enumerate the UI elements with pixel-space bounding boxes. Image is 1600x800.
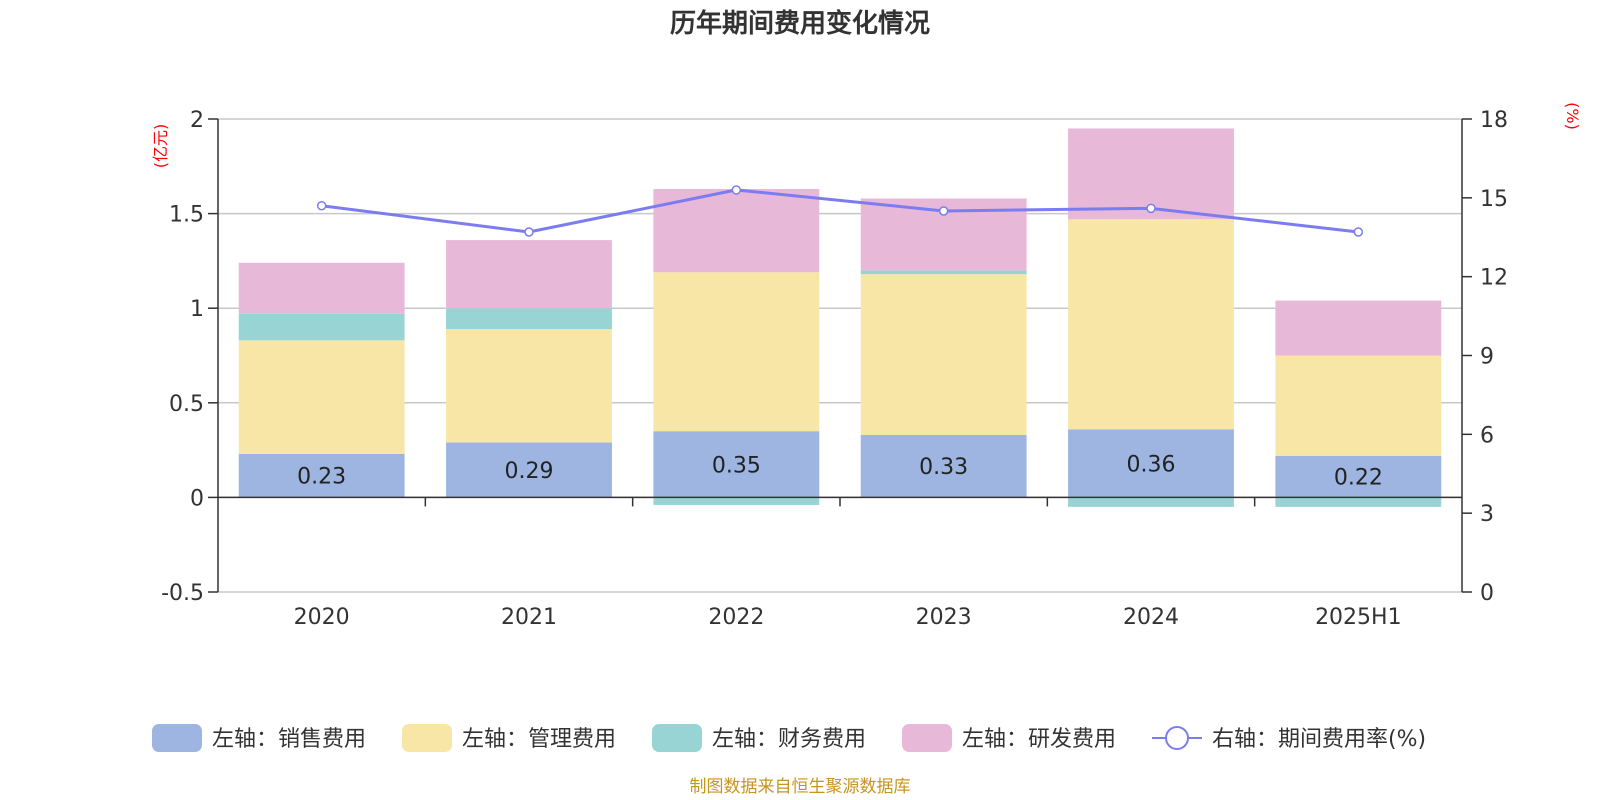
right-tick-label: 15 (1480, 187, 1508, 212)
bar-segment (653, 189, 820, 273)
legend-marker-swatch (1165, 726, 1189, 750)
category-label: 2025H1 (1315, 605, 1402, 630)
bar-segment (238, 453, 405, 498)
rate-point (524, 227, 534, 237)
right-tick-label: 12 (1480, 266, 1508, 291)
rate-point (731, 185, 742, 195)
legend-swatch (402, 724, 452, 752)
rate-point (1353, 227, 1364, 237)
left-tick-label: 0.5 (169, 392, 204, 417)
left-tick-label: 0 (190, 486, 204, 511)
bar-segment (238, 262, 405, 314)
data-label: 0.29 (505, 459, 554, 484)
data-label: 0.36 (1127, 452, 1176, 477)
rate-point (1146, 203, 1156, 214)
legend-swatch (152, 724, 202, 752)
bar-series (238, 128, 1442, 507)
data-label: 0.23 (297, 465, 346, 490)
bar-segment (653, 272, 820, 432)
category-label: 2024 (1123, 605, 1179, 630)
left-tick-label: -0.5 (161, 581, 204, 606)
bar-segment (1275, 355, 1442, 456)
data-label: 0.35 (712, 453, 761, 478)
bar-segment (238, 340, 405, 454)
axes (208, 118, 1472, 593)
data-label: 0.33 (919, 455, 968, 480)
legend-swatch (902, 724, 952, 752)
rate-point (316, 200, 327, 211)
bar-segment (446, 240, 612, 309)
right-tick-label: 3 (1480, 502, 1494, 527)
left-tick-label: 2 (190, 108, 204, 133)
bar-segment (1068, 497, 1234, 507)
bar-segment (446, 308, 612, 330)
right-axis-unit: (%) (1563, 102, 1582, 130)
bar-segment (1068, 429, 1234, 498)
bar-segment (860, 270, 1027, 275)
chart-title: 历年期间费用变化情况 (670, 8, 930, 39)
right-tick-label: 18 (1480, 108, 1508, 133)
legend: 左轴：销售费用 左轴：管理费用 左轴：财务费用 左轴：研发费用 右轴：期间费用率(%) (152, 724, 1426, 752)
bar-segment (653, 431, 820, 498)
bar-segment (1275, 300, 1442, 356)
bar-segment (1275, 455, 1442, 498)
legend-label: 左轴：研发费用 (962, 727, 1116, 752)
bar-segment (446, 442, 612, 498)
left-axis-unit: (亿元) (151, 124, 170, 169)
legend-swatch (652, 724, 702, 752)
bar-segment (238, 313, 405, 341)
bar-segment (446, 329, 612, 443)
bar-segment (653, 497, 820, 505)
data-source-note: 制图数据来自恒生聚源数据库 (690, 777, 911, 797)
category-label: 2023 (916, 605, 972, 630)
data-label: 0.22 (1334, 466, 1383, 491)
bar-segment (1068, 219, 1234, 430)
left-tick-label: 1.5 (169, 203, 204, 228)
legend-label: 左轴：销售费用 (212, 727, 366, 752)
right-tick-label: 9 (1480, 345, 1494, 370)
category-label: 2022 (708, 605, 764, 630)
bar-segment (860, 434, 1027, 498)
rate-line (321, 188, 1359, 234)
rate-line-series (316, 185, 1364, 237)
category-label: 2020 (294, 605, 350, 630)
rate-point (938, 206, 949, 216)
right-tick-label: 6 (1480, 423, 1494, 448)
legend-label: 左轴：财务费用 (712, 727, 866, 752)
left-tick-label: 1 (190, 297, 204, 322)
legend-label: 左轴：管理费用 (462, 727, 616, 752)
category-label: 2021 (501, 605, 557, 630)
bar-segment (860, 274, 1027, 435)
bar-segment (1275, 497, 1442, 507)
right-tick-label: 0 (1480, 581, 1494, 606)
tick-labels: -0.5 0 0.5 1 1.5 2 0 3 6 9 12 15 18 2020 2021 2022 2023 2… (161, 108, 1508, 630)
legend-label: 右轴：期间费用率(%) (1212, 727, 1426, 752)
data-labels: 0.23 0.29 0.35 0.33 0.36 0.22 (297, 452, 1383, 490)
